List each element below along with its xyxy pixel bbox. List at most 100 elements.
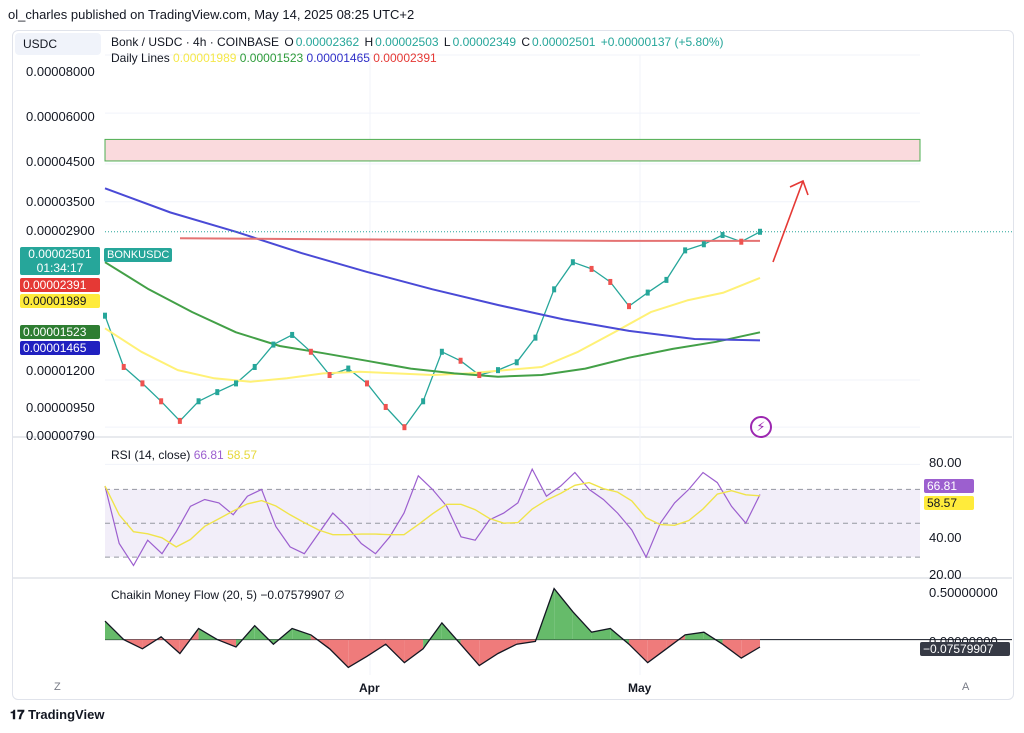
rsi-tick: 40.00 xyxy=(929,530,962,545)
rsi-line xyxy=(104,467,761,567)
price-candle xyxy=(196,398,201,405)
rsi-ma-value: 58.57 xyxy=(227,448,258,462)
series-line-daily-green xyxy=(104,261,761,378)
projection-arrow xyxy=(772,180,804,263)
x-tick-may: May xyxy=(628,681,652,695)
x-tick-apr: Apr xyxy=(359,681,380,695)
series-line-bonkusdc xyxy=(104,231,761,428)
symbol-title: Bonk / USDC · 4h · COINBASE xyxy=(111,35,280,49)
resistance-zone xyxy=(104,138,921,162)
price-tick: 0.00001200 xyxy=(26,363,95,378)
price-tick: 0.00004500 xyxy=(26,154,95,169)
price-candle xyxy=(383,403,388,410)
rsi-ma-tag: 58.57 xyxy=(924,496,974,510)
currency-selector[interactable]: USDC xyxy=(15,33,101,55)
cmf-label: Chaikin Money Flow (20, 5) xyxy=(111,588,258,602)
cmf-area xyxy=(741,639,760,659)
daily-value-red: 0.00002391 xyxy=(373,51,437,65)
open-label: O xyxy=(284,35,294,49)
cmf-area xyxy=(722,639,742,659)
lightning-icon[interactable]: ⚡ xyxy=(750,416,772,438)
close-label: C xyxy=(521,35,531,49)
footer-brand: TradingView xyxy=(28,707,105,722)
open-value: 0.00002362 xyxy=(295,35,360,49)
rsi-label: RSI (14, close) xyxy=(111,448,191,462)
price-candle xyxy=(346,365,351,372)
symbol-legend: Bonk / USDC · 4h · COINBASE O 0.00002362 … xyxy=(111,35,726,49)
daily-value-green: 0.00001523 xyxy=(239,51,304,65)
cmf-area xyxy=(629,639,648,663)
price-tick: 0.00002900 xyxy=(26,223,95,238)
price-tick: 0.00000790 xyxy=(26,428,95,443)
series-line-daily-yellow xyxy=(104,276,761,383)
daily-green-tag: 0.00001523 xyxy=(20,325,100,339)
price-candle xyxy=(533,334,538,341)
cmf-area xyxy=(554,588,573,640)
publisher-line: ol_charles published on TradingView.com,… xyxy=(8,7,415,22)
high-value: 0.00002503 xyxy=(375,35,439,49)
price-candle xyxy=(140,380,145,387)
daily-value-blue: 0.00001465 xyxy=(306,51,370,65)
rsi-value: 66.81 xyxy=(193,448,224,462)
high-label: H xyxy=(364,35,374,49)
price-candle xyxy=(739,238,744,245)
cmf-area xyxy=(647,639,667,663)
price-candle xyxy=(103,312,107,319)
daily-yellow-tag: 0.00001989 xyxy=(20,294,100,308)
cmf-area xyxy=(385,639,405,663)
last-price-value: 0.00002501 xyxy=(28,247,92,261)
daily-lines-label: Daily Lines xyxy=(111,51,170,65)
price-candle xyxy=(327,372,332,379)
rsi-ma-line xyxy=(104,481,761,548)
rsi-legend: RSI (14, close) 66.81 58.57 xyxy=(111,448,257,462)
price-candle xyxy=(421,398,426,405)
price-tick: 0.00008000 xyxy=(26,64,95,79)
price-candle xyxy=(477,372,482,379)
daily-red-tag: 0.00002391 xyxy=(20,278,100,292)
price-candle xyxy=(608,278,613,285)
cmf-area xyxy=(123,639,143,649)
price-candle xyxy=(290,331,295,338)
change-value: +0.00000137 (+5.80%) xyxy=(600,35,724,49)
auto-scale-corner[interactable]: A xyxy=(962,681,970,693)
price-tick: 0.00003500 xyxy=(26,194,95,209)
price-candle xyxy=(552,286,557,293)
price-candle xyxy=(308,348,313,355)
series-line-daily-blue xyxy=(104,187,761,342)
price-candle xyxy=(701,241,706,248)
low-label: L xyxy=(443,35,451,49)
price-candle xyxy=(458,357,463,364)
cmf-area xyxy=(329,639,349,668)
price-candle xyxy=(720,232,725,239)
cmf-legend: Chaikin Money Flow (20, 5) −0.07579907 ∅ xyxy=(111,588,345,602)
cmf-area xyxy=(348,639,367,668)
price-tick: 0.00000950 xyxy=(26,400,95,415)
projection-arrowhead xyxy=(789,179,809,196)
rsi-tick: 80.00 xyxy=(929,455,962,470)
cmf-area xyxy=(498,639,517,654)
daily-blue-tag: 0.00001465 xyxy=(20,341,100,355)
price-candle xyxy=(177,417,182,424)
cmf-area xyxy=(572,611,592,640)
price-candle xyxy=(402,424,407,431)
cmf-area xyxy=(479,639,498,666)
price-candle xyxy=(252,363,257,370)
cmf-area xyxy=(685,632,704,640)
price-candle xyxy=(683,247,688,254)
bar-countdown: 01:34:17 xyxy=(36,261,84,275)
price-candle xyxy=(439,348,444,355)
cmf-line xyxy=(104,587,761,669)
cmf-area xyxy=(292,628,311,640)
settings-icon[interactable]: ∅ xyxy=(334,588,345,602)
price-candle xyxy=(627,303,631,310)
cmf-area xyxy=(404,639,424,663)
low-value: 0.00002349 xyxy=(452,35,516,49)
zoom-corner-left[interactable]: Z xyxy=(54,681,61,693)
price-candle xyxy=(514,359,519,366)
price-candle xyxy=(215,389,220,396)
cmf-area xyxy=(460,639,480,666)
daily-value-yellow: 0.00001989 xyxy=(173,51,237,65)
price-candle xyxy=(159,398,164,405)
daily-lines-legend: Daily Lines 0.00001989 0.00001523 0.0000… xyxy=(111,51,437,65)
